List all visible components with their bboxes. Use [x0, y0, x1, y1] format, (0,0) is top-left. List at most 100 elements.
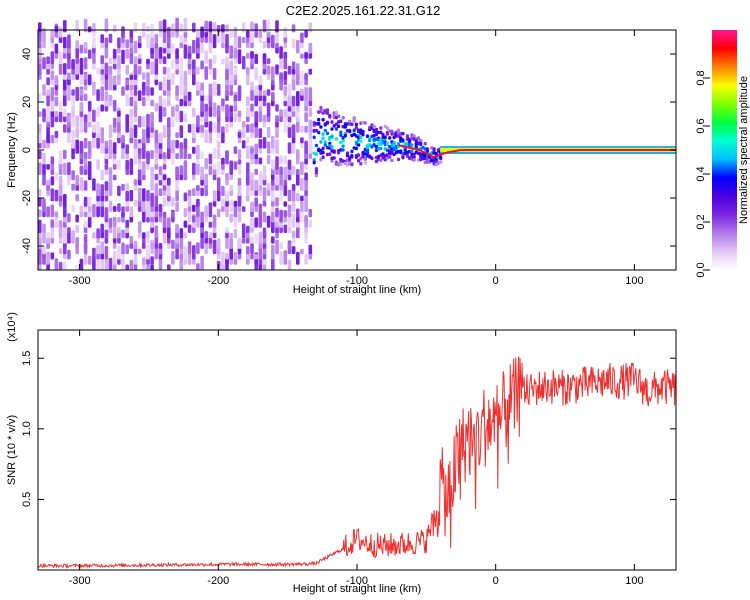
heatmap-cell: [246, 162, 250, 175]
heatmap-cell: [158, 147, 163, 154]
heatmap-cell: [266, 65, 271, 75]
heatmap-cell: [75, 40, 79, 49]
heatmap-cell: [246, 52, 250, 59]
heatmap-cell: [200, 166, 204, 181]
heatmap-cell: [167, 217, 171, 228]
heatmap-cell: [314, 167, 318, 171]
heatmap-cell: [208, 153, 213, 165]
heatmap-cell: [250, 81, 254, 91]
heatmap-cell: [54, 110, 59, 117]
heatmap-cell: [42, 253, 46, 260]
heatmap-cell: [383, 135, 387, 139]
heatmap-cell: [175, 17, 179, 33]
heatmap-cell: [42, 84, 46, 91]
heatmap-cell: [246, 72, 250, 86]
heatmap-cell: [167, 264, 171, 270]
heatmap-cell: [241, 140, 246, 149]
heatmap-cell: [121, 206, 125, 212]
heatmap-cell: [381, 132, 385, 137]
heatmap-cell: [237, 184, 242, 191]
heatmap-cell: [83, 253, 88, 265]
heatmap-cell: [250, 236, 254, 244]
heatmap-cell: [179, 63, 184, 75]
heatmap-cell: [100, 104, 104, 112]
heatmap-cell: [275, 20, 279, 33]
heatmap-cell: [304, 112, 308, 123]
heatmap-cell: [279, 190, 283, 202]
heatmap-cell: [196, 34, 200, 49]
heatmap-cell: [233, 252, 238, 260]
heatmap-cell: [363, 161, 367, 165]
heatmap-cell: [108, 226, 113, 233]
heatmap-cell: [262, 258, 267, 265]
heatmap-cell: [321, 132, 325, 136]
heatmap-cell: [396, 157, 401, 162]
heatmap-cell: [200, 124, 204, 133]
heatmap-cell: [46, 206, 50, 218]
heatmap-cell: [58, 60, 63, 75]
heatmap-cell: [266, 102, 271, 117]
heatmap-cell: [283, 71, 288, 80]
heatmap-cell: [258, 215, 263, 228]
heatmap-cell: [279, 242, 283, 249]
heatmap-cell: [125, 64, 129, 75]
heatmap-cell: [262, 227, 267, 233]
heatmap-cell: [250, 219, 254, 228]
heatmap-cell: [359, 139, 363, 144]
heatmap-cell: [63, 36, 67, 49]
heatmap-cell: [167, 137, 171, 149]
heatmap-cell: [204, 50, 208, 65]
heatmap-cell: [283, 250, 288, 265]
heatmap-cell: [58, 51, 63, 65]
heatmap-cell: [162, 174, 167, 181]
heatmap-cell: [296, 63, 300, 75]
heatmap-cell: [96, 89, 100, 102]
heatmap-cell: [291, 77, 296, 91]
heatmap-cell: [212, 22, 217, 33]
heatmap-cell: [291, 230, 296, 239]
heatmap-cell: [46, 164, 50, 170]
snr-x-tick-label: -200: [207, 575, 229, 587]
heatmap-cell: [339, 130, 343, 135]
heatmap-cell: [332, 149, 336, 153]
heatmap-cell: [133, 22, 138, 33]
heatmap-cell: [200, 82, 204, 91]
heatmap-cell: [221, 251, 225, 265]
heatmap-cell: [187, 91, 192, 101]
heatmap-cell: [63, 20, 67, 33]
heatmap-cell: [385, 141, 389, 146]
heatmap-cell: [390, 150, 394, 154]
heatmap-cell: [221, 30, 225, 43]
heatmap-cell: [129, 109, 134, 117]
heatmap-cell: [229, 238, 233, 249]
heatmap-cell: [175, 224, 179, 233]
heatmap-cell: [237, 237, 242, 249]
heatmap-cell: [158, 132, 163, 144]
heatmap-cell: [63, 162, 67, 175]
heatmap-cell: [112, 24, 117, 33]
heatmap-cell: [300, 248, 304, 255]
heatmap-cell: [179, 228, 184, 239]
heatmap-cell: [279, 109, 283, 117]
heatmap-cell: [283, 26, 288, 38]
spectrogram-y-tick-label: 40: [21, 48, 33, 60]
heatmap-cell: [83, 180, 88, 191]
heatmap-cell: [275, 31, 279, 43]
heatmap-cell: [142, 232, 146, 239]
heatmap-cell: [112, 125, 117, 133]
heatmap-cell: [38, 131, 42, 144]
heatmap-cell: [187, 241, 192, 255]
heatmap-cell: [439, 160, 443, 164]
heatmap-cell: [208, 39, 213, 54]
spectrogram-x-tick-label: -200: [207, 275, 229, 287]
heatmap-cell: [104, 37, 109, 49]
heatmap-cell: [133, 147, 138, 154]
heatmap-cell: [87, 101, 92, 112]
heatmap-cell: [108, 124, 113, 138]
heatmap-cell: [200, 43, 204, 54]
heatmap-cell: [38, 209, 42, 218]
heatmap-cell: [42, 90, 46, 96]
heatmap-cell: [204, 173, 208, 181]
heatmap-cell: [354, 122, 358, 127]
heatmap-cell: [291, 124, 296, 138]
